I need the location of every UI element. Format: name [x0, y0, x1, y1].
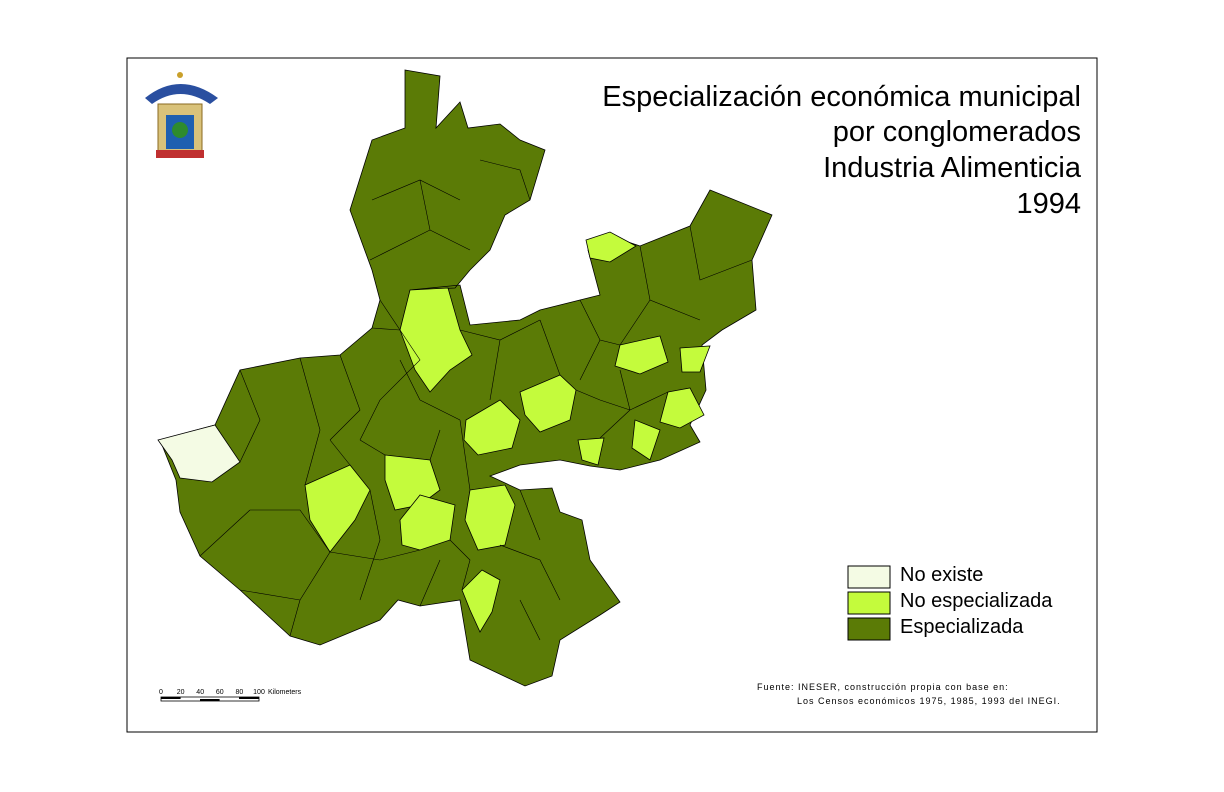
region-especializada [159, 69, 773, 687]
map [157, 69, 773, 687]
region-no-especializada [679, 345, 711, 373]
region-no-especializada [631, 419, 661, 461]
region-no-especializada [614, 335, 669, 375]
title-line: por conglomerados [833, 116, 1081, 148]
region-no-existe [157, 424, 241, 483]
region-no-especializada [659, 387, 705, 429]
region-no-especializada [585, 231, 637, 263]
scale-label: 80 [236, 689, 244, 696]
source-line: Los Censos económicos 1975, 1985, 1993 d… [797, 696, 1061, 706]
title-line: Industria Alimenticia [823, 152, 1082, 184]
source-line: Fuente: INESER, construcción propia con … [757, 682, 1009, 692]
region-no-especializada [461, 569, 501, 633]
scale-label: 40 [196, 689, 204, 696]
legend-swatch [847, 565, 891, 589]
title: Especialización económica municipal por … [602, 81, 1082, 220]
scale-label: 20 [177, 689, 185, 696]
title-line: 1994 [1016, 188, 1081, 220]
legend: No existe No especializada Especializada [847, 564, 1053, 641]
region-no-especializada [464, 484, 516, 551]
legend-swatch [847, 617, 891, 641]
logo [145, 72, 218, 158]
region-no-especializada [399, 287, 473, 393]
source: Fuente: INESER, construcción propia con … [757, 682, 1061, 706]
legend-swatch [847, 591, 891, 615]
title-line: Especialización económica municipal [602, 81, 1081, 113]
scale-unit: Kilometers [268, 689, 302, 696]
legend-label: No especializada [900, 590, 1053, 612]
legend-label: Especializada [900, 616, 1024, 638]
region-no-especializada [463, 399, 521, 456]
region-no-especializada [577, 437, 605, 466]
scale-bar: 0 20 40 60 80 100 Kilometers [159, 689, 302, 702]
municipal-borders [199, 159, 753, 641]
scale-label: 60 [216, 689, 224, 696]
scale-label: 0 [159, 689, 163, 696]
legend-label: No existe [900, 564, 983, 586]
scale-label: 100 [253, 689, 265, 696]
